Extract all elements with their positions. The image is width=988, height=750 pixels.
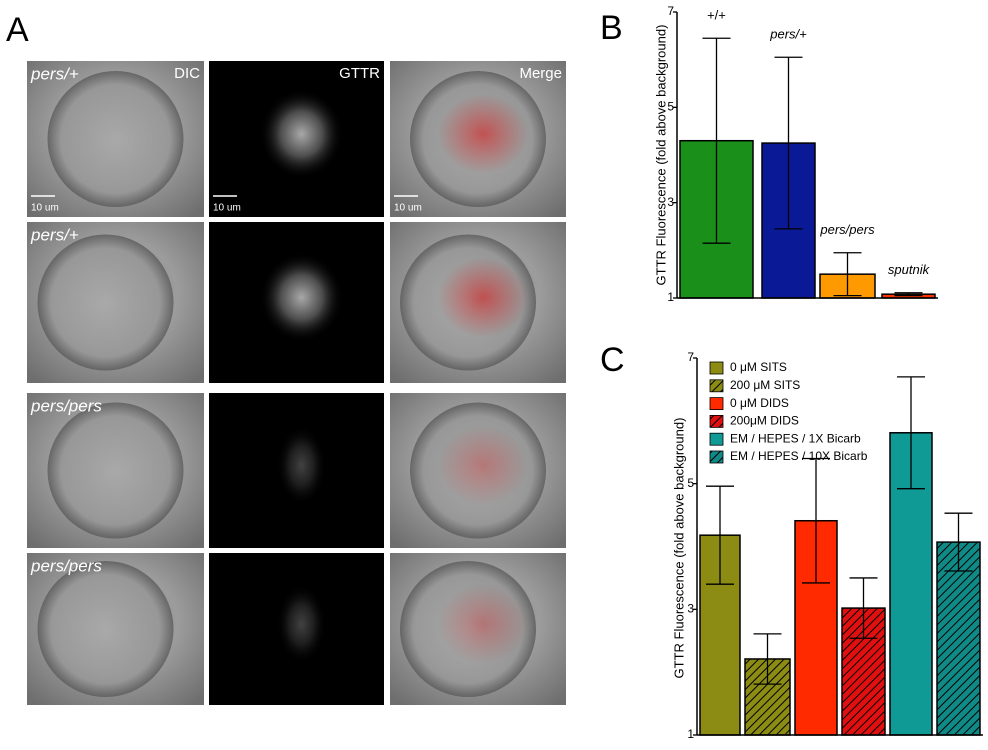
bar-chart: B GTTR Fluorescence (fold above backgroun… bbox=[600, 4, 938, 304]
column-label: Merge bbox=[519, 65, 562, 82]
y-tick-label: 3 bbox=[687, 602, 694, 616]
micrograph bbox=[390, 393, 566, 548]
micrograph: 10 um bbox=[27, 61, 204, 217]
cell bbox=[47, 402, 184, 539]
fluorescence bbox=[259, 252, 344, 343]
y-tick-label: 1 bbox=[667, 290, 674, 304]
panel-label: A bbox=[6, 11, 29, 49]
error-bar bbox=[753, 633, 782, 685]
legend-label: 0 μM SITS bbox=[730, 360, 787, 374]
y-tick-label: 7 bbox=[667, 4, 674, 18]
legend-swatch bbox=[709, 414, 724, 428]
micrograph: 10 um bbox=[390, 61, 566, 217]
fluorescence bbox=[276, 425, 327, 506]
bar-label: pers/+ bbox=[769, 27, 807, 42]
red-signal bbox=[438, 257, 528, 338]
y-tick-label: 5 bbox=[687, 476, 694, 490]
micrograph bbox=[390, 553, 566, 705]
micrograph bbox=[209, 553, 384, 705]
y-axis-label: GTTR Fluorescence (fold above background… bbox=[671, 418, 686, 679]
micrograph bbox=[27, 222, 204, 383]
red-signal bbox=[438, 425, 528, 506]
panel-label: C bbox=[600, 341, 625, 379]
red-signal bbox=[438, 584, 528, 664]
error-bar bbox=[774, 56, 803, 230]
scale-bar-label: 10 um bbox=[394, 203, 422, 214]
legend-label: EM / HEPES / 1X Bicarb bbox=[730, 431, 861, 445]
error-bar bbox=[833, 252, 862, 297]
row-label: pers/+ bbox=[30, 64, 79, 83]
error-bar bbox=[849, 577, 878, 639]
y-tick-label: 5 bbox=[667, 100, 674, 114]
error-bar bbox=[802, 457, 830, 584]
column-label: DIC bbox=[174, 65, 200, 82]
micrograph bbox=[27, 393, 204, 548]
y-axis-label: GTTR Fluorescence (fold above background… bbox=[653, 25, 668, 286]
micrograph: 10 um bbox=[209, 61, 384, 217]
error-bar bbox=[894, 292, 923, 297]
panel-a: A 10 um 10 um 10 um pers/+ pers/+ pers/pers per… bbox=[6, 11, 566, 705]
row-label: pers/pers bbox=[30, 396, 102, 415]
micrograph bbox=[390, 222, 566, 383]
error-bar bbox=[944, 512, 973, 572]
error-bar bbox=[702, 37, 731, 244]
micrograph bbox=[209, 393, 384, 548]
cell bbox=[47, 71, 184, 207]
row-label: pers/pers bbox=[30, 556, 102, 575]
scale-bar-label: 10 um bbox=[213, 203, 241, 214]
bar-label: pers/pers bbox=[819, 222, 875, 237]
error-bar bbox=[706, 485, 734, 585]
bar-label: +/+ bbox=[707, 8, 726, 23]
fluorescence bbox=[276, 584, 327, 664]
bar-label: sputnik bbox=[888, 262, 931, 277]
micrograph bbox=[27, 553, 204, 705]
bar-chart: C GTTR Fluorescence (fold above backgroun… bbox=[600, 341, 983, 741]
column-label: GTTR bbox=[339, 65, 380, 82]
micrograph bbox=[209, 222, 384, 383]
bar bbox=[936, 541, 981, 736]
legend-label: EM / HEPES / 10X Bicarb bbox=[730, 449, 868, 463]
legend-swatch bbox=[709, 397, 724, 411]
cell bbox=[37, 561, 174, 697]
legend-label: 200 μM SITS bbox=[730, 378, 800, 392]
legend-label: 200μM DIDS bbox=[730, 414, 799, 428]
error-bar bbox=[897, 376, 925, 490]
red-signal bbox=[438, 94, 528, 174]
legend-swatch bbox=[709, 450, 724, 464]
legend-swatch bbox=[709, 379, 724, 393]
panel-label: B bbox=[600, 9, 623, 47]
y-tick-label: 7 bbox=[687, 350, 694, 364]
y-tick-label: 3 bbox=[667, 195, 674, 209]
scale-bar-label: 10 um bbox=[31, 203, 59, 214]
fluorescence bbox=[259, 89, 344, 179]
legend-swatch bbox=[709, 361, 724, 375]
cell bbox=[37, 234, 174, 371]
legend-label: 0 μM DIDS bbox=[730, 396, 789, 410]
legend-swatch bbox=[709, 432, 724, 446]
y-tick-label: 1 bbox=[687, 727, 694, 741]
row-label: pers/+ bbox=[30, 225, 79, 244]
